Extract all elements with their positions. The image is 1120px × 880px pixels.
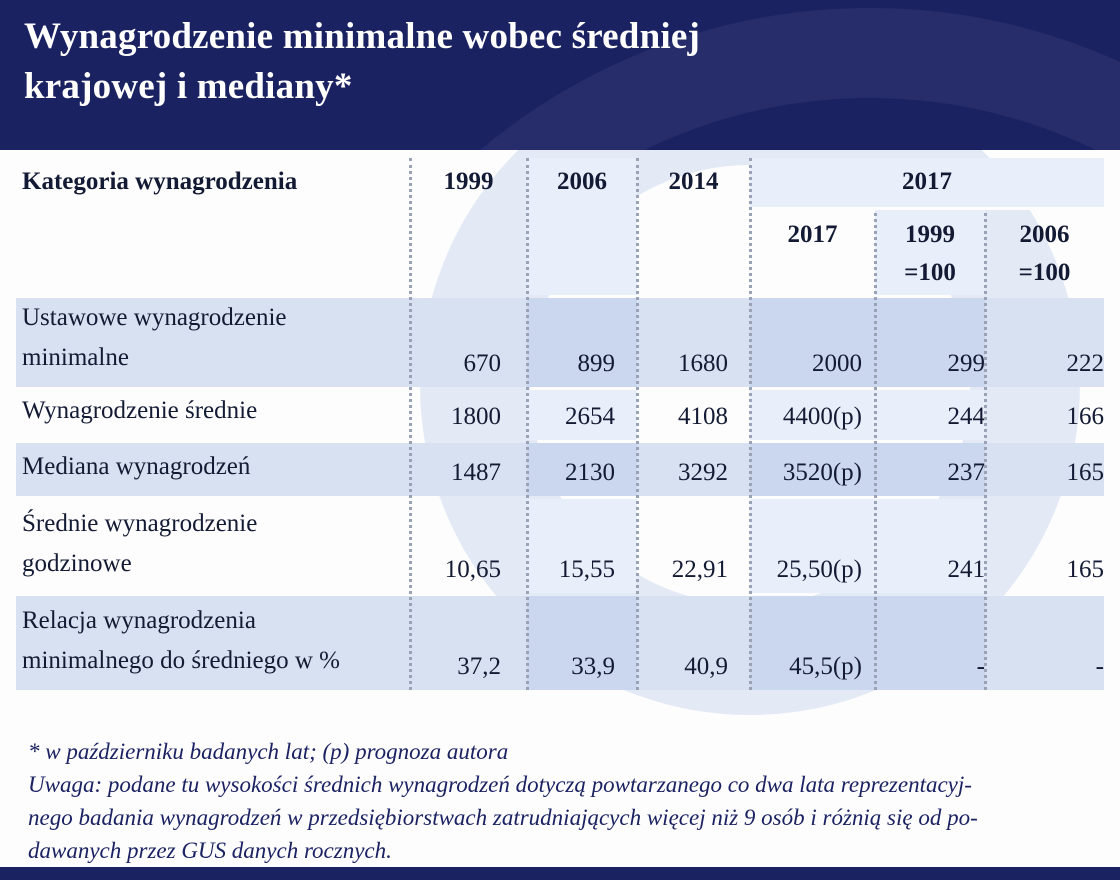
page-title-line-2: krajowej i mediany* [24, 66, 353, 107]
column-divider [409, 158, 412, 690]
table-header: Kategoria wynagrodzenia 1999 2006 2014 2… [16, 158, 1104, 295]
cell-2017-vs-2006: 166 [1066, 403, 1105, 430]
row-category-line-2: godzinowe [22, 550, 132, 577]
cell-2017: 4400(p) [750, 390, 875, 440]
table-row-median-wage: Mediana wynagrodzeń 1487 2130 3292 3520(… [16, 443, 1104, 496]
col-header-2006: 2006 [527, 158, 637, 295]
cell-2017: 25,50(p) [750, 499, 875, 593]
row-category-line-1: Średnie wynagrodzenie [22, 510, 258, 537]
cell-2017-vs-1999: 241 [875, 499, 985, 593]
row-category: Mediana wynagrodzeń [16, 443, 410, 496]
cell-2017-vs-1999: 244 [875, 390, 985, 440]
footnote-line-1: * w październiku badanych lat; (p) progn… [28, 739, 509, 764]
cell-2014: 1680 [637, 298, 750, 387]
cell-1999: 10,65 [444, 556, 501, 583]
cell-1999: 1800 [451, 403, 501, 430]
cell-2014: 40,9 [637, 596, 750, 690]
sub-header-2006-index-line-1: 2006 [1019, 221, 1070, 248]
cell-1999: 1487 [410, 443, 527, 496]
row-category-line-1: Mediana wynagrodzeń [22, 453, 251, 480]
row-category: Średnie wynagrodzenie godzinowe [16, 499, 410, 593]
footnotes: * w październiku badanych lat; (p) progn… [28, 735, 1100, 867]
cell-2017: 3520(p) [750, 443, 875, 496]
row-category-line-2: minimalne [22, 344, 129, 371]
footnote-line-3: nego badania wynagrodzeń w przedsiębiors… [28, 805, 978, 830]
column-divider [874, 213, 877, 690]
column-divider [636, 158, 639, 690]
cell-2014: 3292 [637, 443, 750, 496]
row-category: Relacja wynagrodzenia minimalnego do śre… [16, 596, 410, 690]
cell-1999: 37,2 [410, 596, 527, 690]
wage-table: Kategoria wynagrodzenia 1999 2006 2014 2… [16, 158, 1104, 690]
cell-2006: 2130 [527, 443, 637, 496]
cell-2017-vs-2006: 222 [985, 298, 1104, 387]
col-header-1999: 1999 [443, 168, 494, 195]
cell-2017-vs-2006: 165 [985, 443, 1104, 496]
cell-2017-vs-2006: 165 [1066, 556, 1105, 583]
table-row-minimum-to-average-ratio: Relacja wynagrodzenia minimalnego do śre… [16, 596, 1104, 690]
col-group-header-2017: 2017 [750, 158, 1104, 210]
row-category-line-1: Relacja wynagrodzenia [22, 607, 256, 634]
cell-2017-vs-1999: - [875, 596, 985, 690]
sub-header-2006-index-line-2: =100 [1018, 259, 1071, 286]
row-category-line-2: minimalnego do średniego w % [22, 647, 340, 674]
page-title: Wynagrodzenie minimalne wobec średniej k… [24, 12, 1120, 112]
cell-2006: 899 [527, 298, 637, 387]
table-row-average-wage: Wynagrodzenie średnie 1800 2654 4108 440… [16, 390, 1104, 440]
cell-2017-vs-1999: 237 [875, 443, 985, 496]
table-row-minimum-wage: Ustawowe wynagrodzenie minimalne 670 899… [16, 298, 1104, 387]
table-body: Ustawowe wynagrodzenie minimalne 670 899… [16, 298, 1104, 690]
sub-header-2017-line-1: 2017 [787, 221, 838, 248]
sub-header-1999-index-line-1: 1999 [905, 221, 955, 248]
cell-2006: 2654 [527, 390, 637, 440]
col-header-2014: 2014 [668, 168, 719, 195]
cell-2017: 45,5(p) [750, 596, 875, 690]
cell-1999: 670 [410, 298, 527, 387]
title-banner: Wynagrodzenie minimalne wobec średniej k… [0, 0, 1120, 150]
cell-2017-vs-1999: 299 [875, 298, 985, 387]
column-divider [526, 158, 529, 690]
sub-header-1999-index-line-2: =100 [904, 259, 956, 286]
sub-header-1999-index: 1999 =100 [875, 210, 985, 295]
row-category: Wynagrodzenie średnie [16, 390, 410, 440]
cell-2014: 22,91 [671, 556, 728, 583]
column-divider [749, 158, 752, 690]
cell-2017-vs-2006: - [985, 596, 1104, 690]
table-row-average-hourly-wage: Średnie wynagrodzenie godzinowe 10,65 15… [16, 499, 1104, 593]
col-header-category: Kategoria wynagrodzenia [22, 168, 298, 195]
cell-2014: 4108 [678, 403, 728, 430]
cell-2017: 2000 [750, 298, 875, 387]
bottom-bar [0, 867, 1120, 880]
sub-header-2017: 2017 [750, 210, 875, 295]
footnote-line-4: dawanych przez GUS danych rocznych. [28, 838, 392, 863]
cell-2006: 15,55 [527, 499, 637, 593]
column-divider [984, 213, 987, 690]
page-title-line-1: Wynagrodzenie minimalne wobec średniej [24, 16, 700, 57]
footnote-line-2: Uwaga: podane tu wysokości średnich wyna… [28, 772, 972, 797]
row-category: Ustawowe wynagrodzenie minimalne [16, 298, 410, 387]
sub-header-2006-index: 2006 =100 [985, 210, 1104, 295]
cell-2006: 33,9 [527, 596, 637, 690]
row-category-line-1: Ustawowe wynagrodzenie [22, 304, 287, 331]
row-category-line-1: Wynagrodzenie średnie [22, 397, 258, 424]
